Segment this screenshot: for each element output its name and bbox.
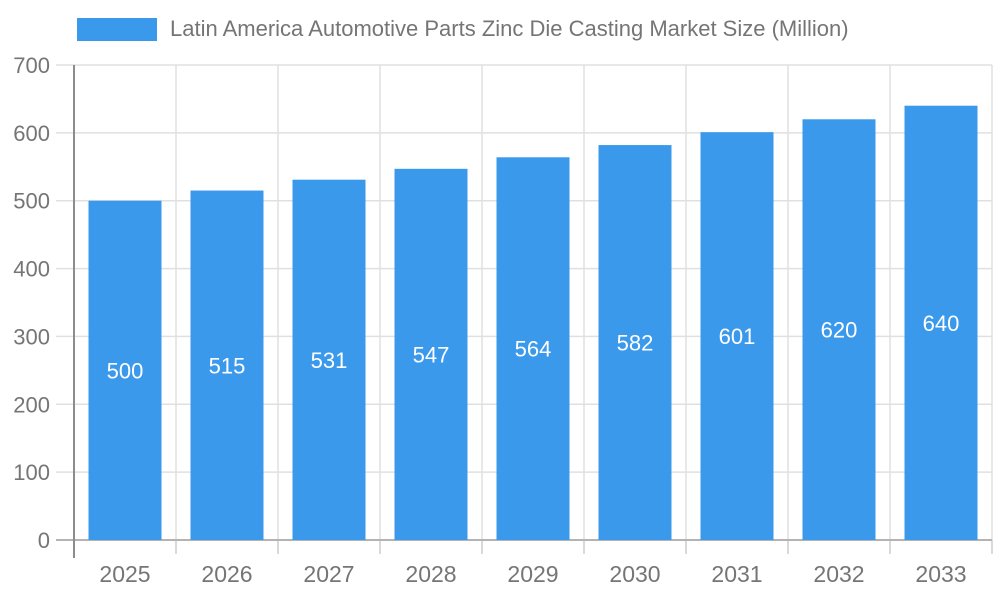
y-axis-label: 600	[13, 121, 50, 146]
x-axis-label: 2025	[99, 561, 150, 587]
bar-value-label: 500	[107, 358, 144, 383]
y-axis-label: 300	[13, 324, 50, 349]
bar-2030	[598, 145, 672, 541]
bar-value-label: 531	[311, 348, 348, 373]
bar-value-label: 582	[617, 331, 654, 356]
bar-value-label: 601	[719, 324, 756, 349]
legend-swatch	[77, 17, 157, 41]
bar-2033	[904, 105, 978, 540]
x-axis-label: 2027	[303, 561, 354, 587]
legend-label: Latin America Automotive Parts Zinc Die …	[170, 16, 849, 41]
y-axis-label: 0	[38, 528, 50, 553]
x-axis-label: 2028	[405, 561, 456, 587]
bar-value-label: 564	[515, 337, 552, 362]
y-axis-label: 200	[13, 392, 50, 417]
bar-value-label: 547	[413, 342, 450, 367]
bar-2025	[88, 200, 162, 540]
bar-2028	[394, 168, 468, 541]
bar-2032	[802, 119, 876, 541]
x-axis-label: 2029	[507, 561, 558, 587]
bar-value-label: 515	[209, 353, 246, 378]
y-axis-label: 500	[13, 189, 50, 214]
bar-2031	[700, 132, 774, 540]
y-axis-label: 100	[13, 460, 50, 485]
y-axis-label: 700	[13, 53, 50, 78]
y-axis-label: 400	[13, 257, 50, 282]
bar-2026	[190, 190, 264, 541]
bar-value-label: 620	[821, 318, 858, 343]
x-axis-label: 2033	[915, 561, 966, 587]
bar-value-label: 640	[923, 311, 960, 336]
x-axis-label: 2031	[711, 561, 762, 587]
chart-legend[interactable]: Latin America Automotive Parts Zinc Die …	[77, 16, 849, 42]
x-axis-label: 2032	[813, 561, 864, 587]
x-axis-label: 2026	[201, 561, 252, 587]
bar-2029	[496, 157, 570, 541]
bar-2027	[292, 179, 366, 540]
x-axis-label: 2030	[609, 561, 660, 587]
